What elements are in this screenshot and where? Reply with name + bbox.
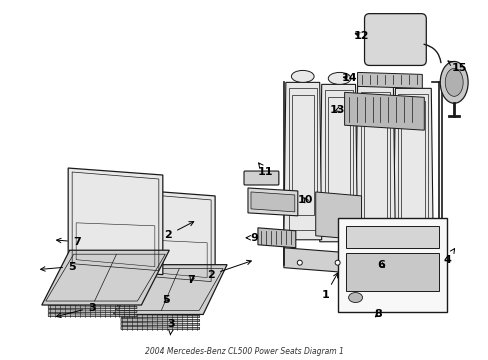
- Polygon shape: [357, 72, 422, 88]
- Polygon shape: [344, 92, 424, 130]
- Text: 5: 5: [163, 294, 170, 305]
- Text: 7: 7: [57, 237, 81, 247]
- Text: 9: 9: [245, 233, 258, 243]
- Text: 10: 10: [297, 195, 312, 205]
- Ellipse shape: [410, 260, 415, 265]
- Polygon shape: [319, 84, 357, 242]
- Text: 2: 2: [207, 260, 251, 280]
- Text: 7: 7: [187, 275, 195, 285]
- Ellipse shape: [348, 293, 362, 302]
- Polygon shape: [48, 314, 137, 316]
- Polygon shape: [41, 250, 169, 305]
- Ellipse shape: [439, 62, 467, 103]
- Polygon shape: [48, 306, 137, 309]
- Ellipse shape: [365, 75, 388, 86]
- Text: 2: 2: [164, 222, 193, 240]
- Bar: [345, 253, 438, 291]
- Polygon shape: [121, 323, 199, 325]
- Polygon shape: [250, 192, 294, 212]
- Polygon shape: [113, 265, 226, 315]
- Text: 3: 3: [167, 319, 175, 335]
- Ellipse shape: [372, 260, 377, 265]
- Polygon shape: [244, 172, 277, 184]
- FancyBboxPatch shape: [244, 171, 278, 185]
- Polygon shape: [68, 168, 163, 275]
- Text: 11: 11: [258, 163, 273, 177]
- Text: 1: 1: [321, 273, 337, 300]
- Polygon shape: [121, 327, 199, 329]
- Polygon shape: [393, 88, 432, 246]
- Polygon shape: [121, 315, 199, 318]
- Text: 3: 3: [57, 302, 95, 318]
- Ellipse shape: [334, 260, 340, 265]
- Polygon shape: [121, 319, 199, 321]
- Ellipse shape: [291, 71, 313, 82]
- Text: 2004 Mercedes-Benz CL500 Power Seats Diagram 1: 2004 Mercedes-Benz CL500 Power Seats Dia…: [145, 347, 343, 356]
- Text: 12: 12: [353, 31, 369, 41]
- Text: 4: 4: [442, 249, 454, 265]
- Bar: [337, 218, 447, 312]
- Text: 5: 5: [41, 262, 76, 272]
- Ellipse shape: [297, 260, 302, 265]
- Text: 8: 8: [374, 310, 382, 319]
- Bar: [345, 226, 438, 248]
- Text: 13: 13: [328, 105, 344, 115]
- Ellipse shape: [327, 72, 350, 84]
- Text: 14: 14: [341, 73, 357, 84]
- Polygon shape: [48, 302, 137, 305]
- Polygon shape: [283, 248, 436, 280]
- Polygon shape: [355, 86, 395, 244]
- Polygon shape: [258, 228, 295, 248]
- Text: 6: 6: [377, 260, 385, 270]
- Ellipse shape: [444, 68, 462, 96]
- FancyBboxPatch shape: [364, 14, 426, 66]
- Polygon shape: [283, 82, 321, 240]
- Text: 15: 15: [447, 61, 466, 73]
- Polygon shape: [48, 310, 137, 312]
- Polygon shape: [135, 190, 215, 285]
- Polygon shape: [247, 188, 297, 216]
- Ellipse shape: [437, 261, 446, 269]
- Polygon shape: [315, 192, 361, 240]
